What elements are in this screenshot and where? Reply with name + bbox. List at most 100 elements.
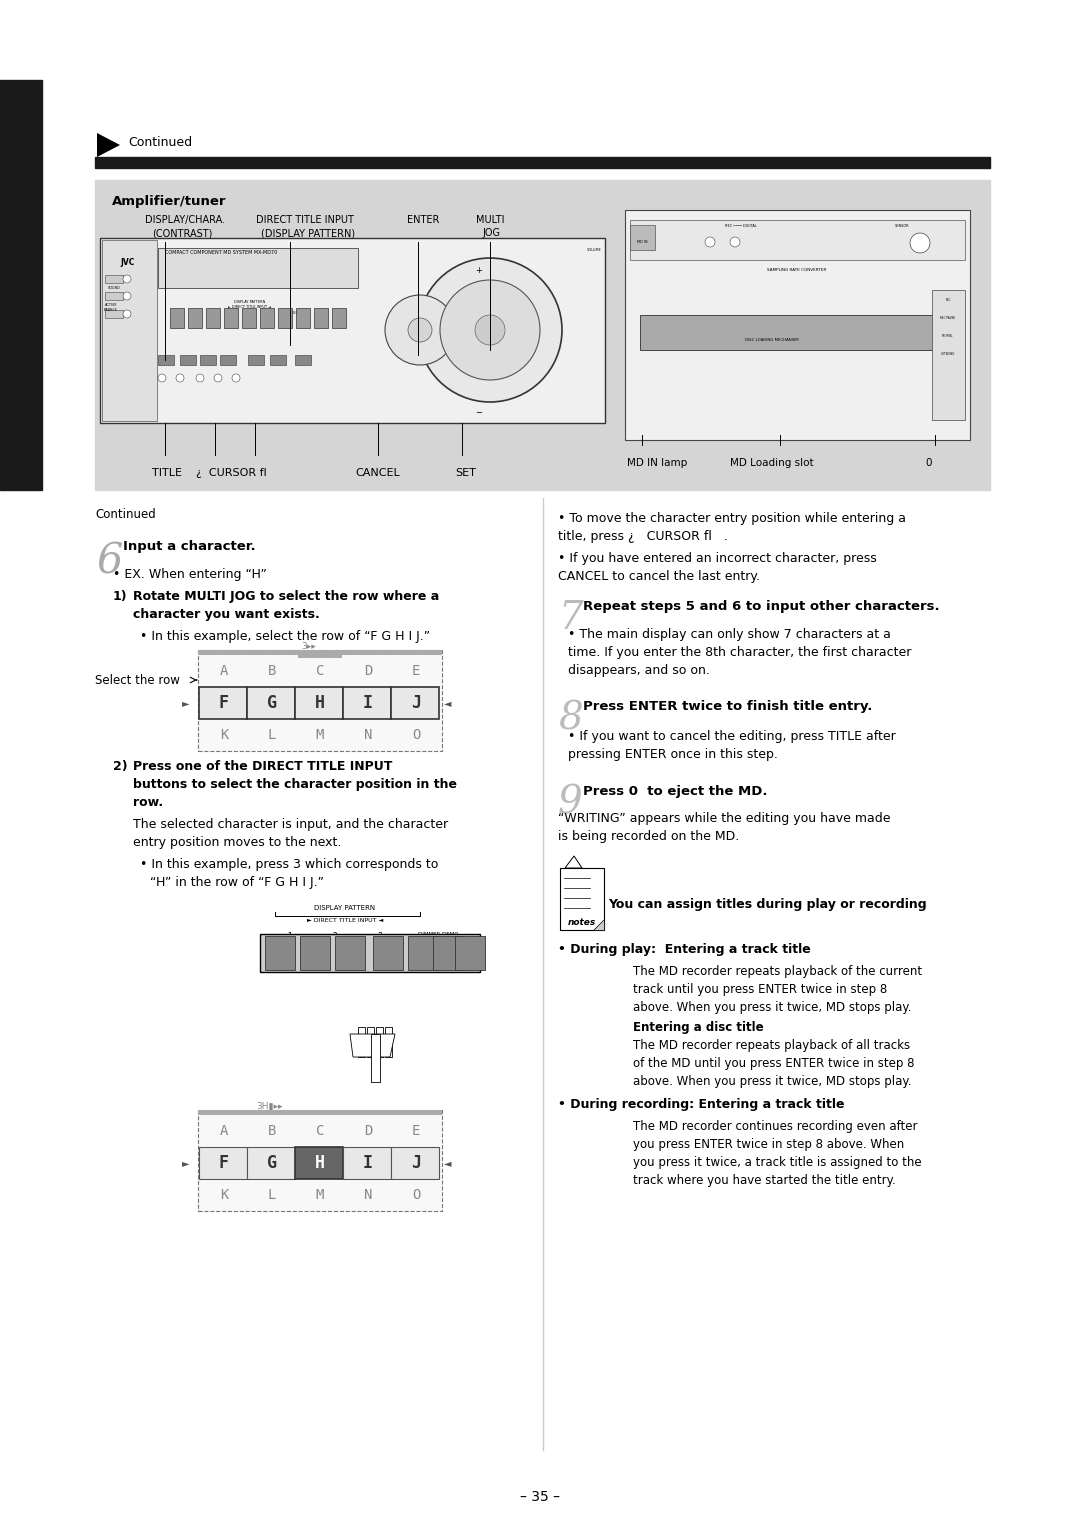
Text: ◄: ◄: [444, 698, 451, 707]
Text: DIMMER DEMO: DIMMER DEMO: [418, 932, 458, 937]
Bar: [158, 248, 357, 287]
Bar: [105, 292, 123, 299]
Bar: [247, 688, 295, 720]
Text: +: +: [475, 266, 482, 275]
Text: O: O: [411, 727, 420, 743]
Text: 2): 2): [113, 759, 127, 773]
Text: L: L: [268, 727, 276, 743]
Bar: [102, 240, 157, 422]
Text: (DISPLAY PATTERN): (DISPLAY PATTERN): [261, 228, 355, 238]
Text: MD recorder: MD recorder: [630, 219, 724, 231]
Bar: [372, 1034, 380, 1082]
Circle shape: [232, 374, 240, 382]
Text: Continued: Continued: [129, 136, 192, 148]
Bar: [455, 937, 485, 970]
Bar: [158, 354, 174, 365]
Text: Press ENTER twice to finish title entry.: Press ENTER twice to finish title entry.: [583, 700, 873, 714]
Text: B: B: [268, 665, 276, 678]
Bar: [332, 309, 346, 329]
Text: You can assign titles during play or recording: You can assign titles during play or rec…: [608, 898, 927, 911]
Bar: [100, 238, 605, 423]
Text: Continued: Continued: [95, 507, 156, 521]
Bar: [0, 79, 42, 490]
Text: DIMMER DEMO: DIMMER DEMO: [280, 312, 300, 315]
Text: DIRECT TITLE INPUT: DIRECT TITLE INPUT: [256, 215, 354, 225]
Text: • In this example, press 3 which corresponds to: • In this example, press 3 which corresp…: [140, 859, 438, 871]
Polygon shape: [350, 1034, 395, 1057]
Text: 6: 6: [97, 539, 123, 582]
Circle shape: [195, 374, 204, 382]
Text: – 35 –: – 35 –: [519, 1490, 561, 1504]
Circle shape: [158, 374, 166, 382]
Text: REC PAUSE: REC PAUSE: [941, 316, 956, 319]
Text: J: J: [411, 694, 421, 712]
Text: • During recording: Entering a track title: • During recording: Entering a track tit…: [558, 1099, 845, 1111]
Text: track until you press ENTER twice in step 8: track until you press ENTER twice in ste…: [633, 983, 888, 996]
Text: The MD recorder repeats playback of all tracks: The MD recorder repeats playback of all …: [633, 1039, 910, 1051]
Bar: [265, 937, 295, 970]
Circle shape: [123, 275, 131, 283]
Text: REC: REC: [945, 298, 950, 303]
Bar: [105, 275, 123, 283]
Text: “H” in the row of “F G H I J.”: “H” in the row of “F G H I J.”: [150, 876, 324, 889]
Circle shape: [408, 318, 432, 342]
Bar: [198, 649, 442, 750]
Text: • EX. When entering “H”: • EX. When entering “H”: [113, 568, 267, 581]
Text: The selected character is input, and the character: The selected character is input, and the…: [133, 817, 448, 831]
Bar: [384, 1027, 392, 1057]
Text: DISPLAY/CHARA.: DISPLAY/CHARA.: [145, 215, 225, 225]
Text: E: E: [411, 1125, 420, 1138]
Text: D: D: [364, 665, 373, 678]
Bar: [199, 688, 247, 720]
Text: JOG: JOG: [482, 228, 500, 238]
Polygon shape: [565, 856, 582, 868]
Text: ENTER: ENTER: [407, 215, 440, 225]
Bar: [932, 290, 966, 420]
Text: MD IN: MD IN: [637, 240, 647, 244]
Bar: [335, 937, 365, 970]
Bar: [295, 688, 343, 720]
Text: 1): 1): [113, 590, 127, 604]
Text: REC ──── DIGITAL: REC ──── DIGITAL: [725, 225, 757, 228]
Text: ◄: ◄: [444, 1158, 451, 1167]
Circle shape: [475, 315, 505, 345]
Text: is being recorded on the MD.: is being recorded on the MD.: [558, 830, 739, 843]
Text: Press one of the DIRECT TITLE INPUT: Press one of the DIRECT TITLE INPUT: [133, 759, 392, 773]
Text: you press it twice, a track title is assigned to the: you press it twice, a track title is ass…: [633, 1157, 921, 1169]
Text: buttons to select the character position in the: buttons to select the character position…: [133, 778, 457, 792]
Text: 1: 1: [189, 312, 191, 315]
Bar: [391, 1148, 438, 1180]
Bar: [95, 180, 990, 490]
Text: track where you have started the title entry.: track where you have started the title e…: [633, 1174, 895, 1187]
Bar: [220, 354, 237, 365]
Circle shape: [123, 292, 131, 299]
Text: disappears, and so on.: disappears, and so on.: [568, 665, 710, 677]
Text: 2: 2: [219, 312, 221, 315]
Text: F: F: [219, 1154, 229, 1172]
Text: • The main display can only show 7 characters at a: • The main display can only show 7 chara…: [568, 628, 891, 642]
Text: • If you have entered an incorrect character, press: • If you have entered an incorrect chara…: [558, 552, 877, 565]
Bar: [198, 649, 442, 656]
Text: CANCEL: CANCEL: [355, 468, 400, 478]
Text: above. When you press it twice, MD stops play.: above. When you press it twice, MD stops…: [633, 1076, 912, 1088]
Text: L: L: [268, 1187, 276, 1203]
Circle shape: [176, 374, 184, 382]
Text: H: H: [315, 694, 325, 712]
Text: M: M: [315, 1187, 324, 1203]
Text: 2: 2: [333, 932, 337, 941]
Circle shape: [123, 310, 131, 318]
Bar: [433, 937, 463, 970]
Text: 8: 8: [558, 700, 583, 736]
Text: K: K: [220, 727, 228, 743]
Bar: [95, 157, 990, 168]
Bar: [260, 309, 274, 329]
Text: notes: notes: [568, 918, 596, 927]
Bar: [206, 309, 220, 329]
Text: ►: ►: [183, 698, 189, 707]
Text: (CONTRAST): (CONTRAST): [152, 228, 213, 238]
Text: JVC: JVC: [121, 258, 135, 267]
Circle shape: [730, 237, 740, 248]
Text: The MD recorder repeats playback of the current: The MD recorder repeats playback of the …: [633, 966, 922, 978]
Text: E: E: [411, 665, 420, 678]
Text: time. If you enter the 8th character, the first character: time. If you enter the 8th character, th…: [568, 646, 912, 659]
